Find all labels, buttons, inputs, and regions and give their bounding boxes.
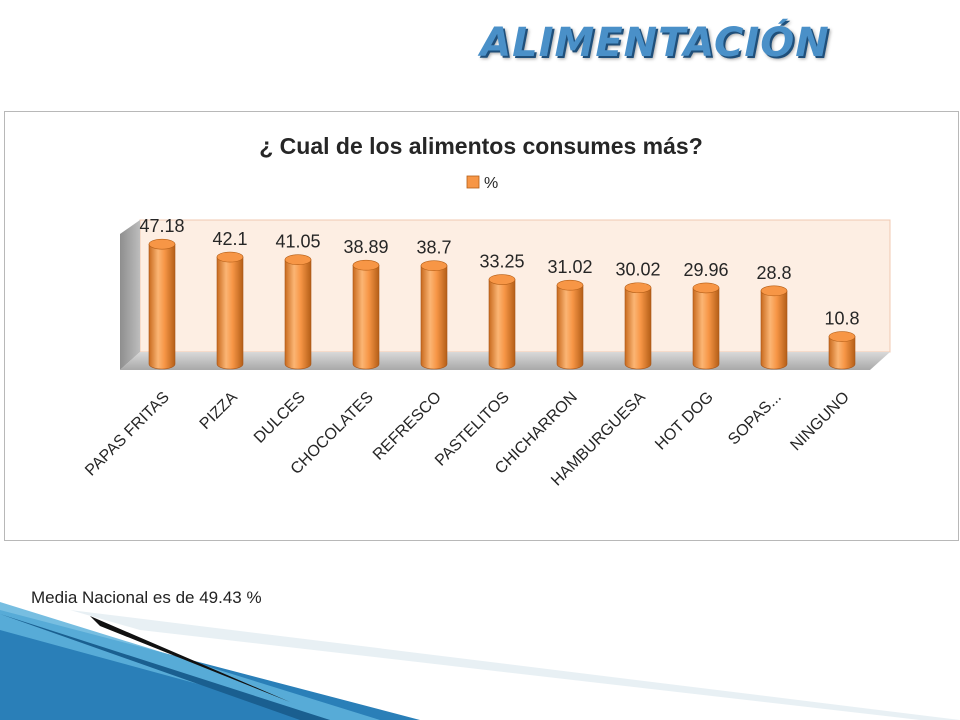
x-tick-label: REFRESCO (370, 389, 445, 464)
legend-swatch (466, 175, 480, 189)
bar-top-cap (420, 260, 448, 272)
x-tick-label: HOT DOG (652, 389, 717, 454)
x-tick-label: PIZZA (197, 389, 241, 433)
bar-body (760, 290, 788, 370)
data-label: 31.02 (547, 257, 592, 277)
chart-legend: % (466, 175, 498, 192)
bar (828, 331, 856, 370)
bar-body (828, 336, 856, 370)
bar-body (352, 264, 380, 370)
x-tick-label: SOPAS... (725, 389, 785, 449)
bar-top-cap (692, 282, 720, 294)
bar-top-cap (624, 282, 652, 294)
bar-body (624, 287, 652, 370)
bar-top-cap (148, 238, 176, 250)
bar (760, 285, 788, 370)
bar-body (488, 279, 516, 370)
bar-body (692, 287, 720, 370)
data-label: 42.1 (212, 229, 247, 249)
bar (216, 251, 244, 370)
bar (556, 279, 584, 370)
bar-top-cap (216, 251, 244, 263)
bar (488, 274, 516, 370)
data-label: 29.96 (683, 260, 728, 280)
bar (148, 238, 176, 370)
data-label: 38.89 (343, 237, 388, 257)
bar-body (556, 284, 584, 370)
bar-series (148, 238, 856, 370)
bar (352, 259, 380, 370)
data-labels: 47.18 42.1 41.05 38.89 38.7 33.25 31.02 30.02 29… (139, 216, 859, 328)
bar-top-cap (352, 259, 380, 271)
footnote: Media Nacional es de 49.43 % (31, 588, 262, 607)
bar (284, 254, 312, 370)
chart-title: ¿ Cual de los alimentos consumes más? (259, 133, 703, 159)
data-label: 38.7 (416, 238, 451, 258)
data-label: 41.05 (275, 232, 320, 252)
bar-top-cap (556, 279, 584, 291)
chart-frame: ¿ Cual de los alimentos consumes más? % … (4, 111, 959, 541)
data-label: 47.18 (139, 216, 184, 236)
bar-top-cap (284, 254, 312, 266)
bar-chart: ¿ Cual de los alimentos consumes más? % … (82, 133, 891, 490)
bar-body (216, 256, 244, 370)
bar-body (148, 243, 176, 370)
bar (420, 260, 448, 370)
x-tick-label: DULCES (251, 389, 309, 447)
data-label: 33.25 (479, 252, 524, 272)
bar-body (420, 265, 448, 370)
x-tick-label: PAPAS FRITAS (82, 389, 173, 480)
bar-top-cap (760, 285, 788, 297)
x-tick-label: NINGUNO (787, 389, 852, 454)
data-label: 28.8 (756, 263, 791, 283)
bar (692, 282, 720, 370)
bar (624, 282, 652, 370)
chart-side-wall (120, 220, 140, 370)
x-axis-labels: PAPAS FRITAS PIZZA DULCESCHOCOLATESREFRESC… (82, 389, 853, 490)
corner-decoration (0, 602, 960, 720)
bar-top-cap (488, 274, 516, 285)
bar-body (284, 259, 312, 370)
bar-top-cap (828, 331, 856, 342)
data-label: 30.02 (615, 260, 660, 280)
data-label: 10.8 (824, 309, 859, 329)
legend-label: % (484, 175, 498, 192)
slide-title: ALIMENTACIÓN (480, 20, 830, 66)
